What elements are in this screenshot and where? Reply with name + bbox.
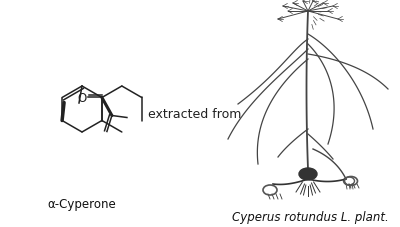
Text: α-Cyperone: α-Cyperone [48,198,116,211]
Text: Cyperus rotundus L. plant.: Cyperus rotundus L. plant. [232,211,388,224]
Text: extracted from: extracted from [148,108,242,121]
Ellipse shape [299,168,317,180]
Text: O: O [77,92,86,105]
